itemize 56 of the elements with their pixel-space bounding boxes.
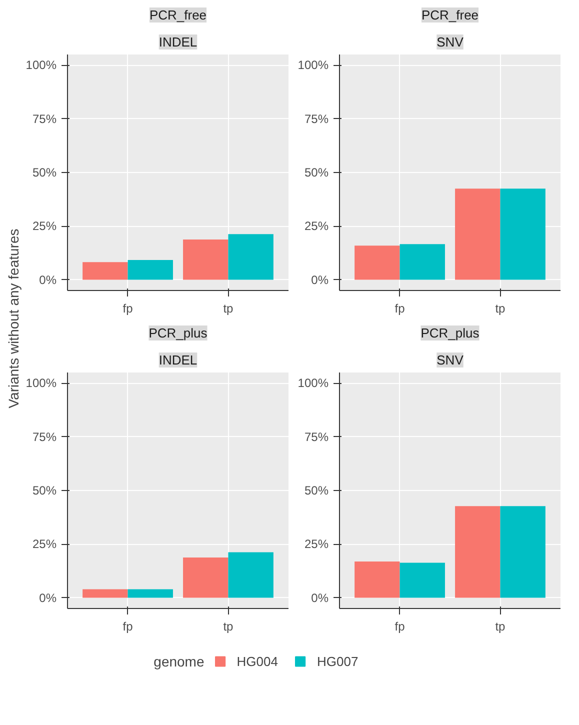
x-tick-label: tp <box>223 620 234 634</box>
bar <box>82 589 128 598</box>
y-tick-label: 75% <box>304 112 329 126</box>
y-tick-label: 50% <box>304 484 329 498</box>
y-tick-label: 50% <box>32 484 57 498</box>
y-tick-label: 25% <box>32 537 57 552</box>
legend-label: HG007 <box>317 654 358 668</box>
chart-subtitle: SNV <box>436 352 464 368</box>
x-tick-label: fp <box>394 620 406 634</box>
bar <box>228 234 274 280</box>
y-tick-label: 75% <box>304 430 329 444</box>
legend-label: HG004 <box>236 654 278 668</box>
bar <box>82 262 128 280</box>
y-tick-label: 100% <box>26 58 57 72</box>
chart-title: PCR_plus <box>148 326 208 340</box>
bar <box>400 244 445 280</box>
chart-title: PCR_free <box>421 8 479 22</box>
bar <box>183 557 228 598</box>
chart-subtitle: INDEL <box>158 34 198 50</box>
bar <box>128 260 173 280</box>
chart-title: PCR_plus <box>420 326 480 340</box>
bar <box>354 562 400 598</box>
chart-subtitle: INDEL <box>158 352 198 368</box>
y-tick-label: 75% <box>32 430 57 444</box>
y-tick-label: 100% <box>298 376 329 390</box>
bar <box>128 589 173 598</box>
bar <box>400 562 445 598</box>
y-tick-label: 75% <box>32 112 57 126</box>
x-tick-label: tp <box>223 302 234 316</box>
bar <box>455 506 500 598</box>
x-tick-label: tp <box>495 302 506 316</box>
bar <box>354 246 400 280</box>
legend-title: genome <box>154 654 204 670</box>
y-tick-label: 0% <box>311 272 329 287</box>
bar <box>228 552 274 598</box>
chart-title: PCR_free <box>149 8 207 22</box>
y-tick-label: 50% <box>32 166 57 180</box>
bar <box>455 188 500 280</box>
y-tick-label: 0% <box>311 590 329 605</box>
y-axis-title: Variants without any features <box>6 228 22 408</box>
y-tick-label: 25% <box>32 219 57 234</box>
y-tick-label: 50% <box>304 166 329 180</box>
x-tick-label: fp <box>122 302 134 316</box>
x-tick-label: fp <box>122 620 134 634</box>
y-tick-label: 0% <box>39 272 57 287</box>
y-tick-label: 100% <box>298 58 329 72</box>
x-tick-label: fp <box>394 302 406 316</box>
x-tick-label: tp <box>495 620 506 634</box>
y-tick-label: 100% <box>26 376 57 390</box>
bar <box>183 239 228 280</box>
y-tick-label: 0% <box>39 590 57 605</box>
bar <box>500 188 546 280</box>
bar <box>500 506 546 598</box>
chart-subtitle: SNV <box>436 34 464 50</box>
y-tick-label: 25% <box>304 537 329 552</box>
y-tick-label: 25% <box>304 219 329 234</box>
